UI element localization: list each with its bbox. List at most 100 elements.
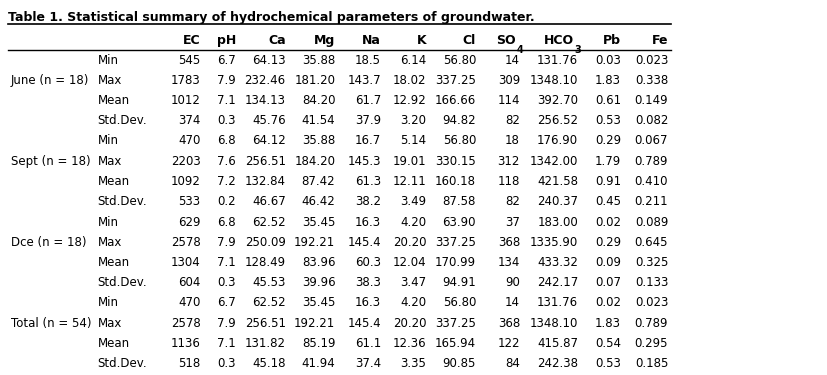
Text: 0.082: 0.082 [634,114,667,127]
Text: 1012: 1012 [170,94,200,107]
Text: EC: EC [183,34,200,47]
Text: 87.42: 87.42 [301,175,335,188]
Text: 7.9: 7.9 [217,317,236,330]
Text: 35.45: 35.45 [302,216,335,228]
Text: 3.49: 3.49 [399,195,426,208]
Text: 533: 533 [178,195,200,208]
Text: 309: 309 [497,74,519,87]
Text: 0.45: 0.45 [595,195,620,208]
Text: 0.03: 0.03 [595,54,620,66]
Text: 256.52: 256.52 [536,114,577,127]
Text: 1.83: 1.83 [595,317,620,330]
Text: 61.7: 61.7 [354,94,380,107]
Text: Mg: Mg [313,34,335,47]
Text: 16.3: 16.3 [354,297,380,309]
Text: 1.83: 1.83 [595,74,620,87]
Text: 3.47: 3.47 [399,276,426,289]
Text: 170.99: 170.99 [434,256,476,269]
Text: 37: 37 [504,216,519,228]
Text: 35.88: 35.88 [302,54,335,66]
Text: 0.91: 0.91 [594,175,620,188]
Text: 122: 122 [497,337,519,350]
Text: 1348.10: 1348.10 [529,74,577,87]
Text: 18.02: 18.02 [393,74,426,87]
Text: 45.76: 45.76 [251,114,285,127]
Text: 2203: 2203 [170,155,200,168]
Text: Mean: Mean [98,337,130,350]
Text: 16.7: 16.7 [354,135,380,147]
Text: 0.023: 0.023 [634,297,667,309]
Text: 94.82: 94.82 [442,114,476,127]
Text: 0.089: 0.089 [634,216,667,228]
Text: 0.3: 0.3 [218,114,236,127]
Text: 94.91: 94.91 [442,276,476,289]
Text: 45.53: 45.53 [252,276,285,289]
Text: 41.54: 41.54 [301,114,335,127]
Text: 0.3: 0.3 [218,276,236,289]
Text: 35.88: 35.88 [302,135,335,147]
Text: 87.58: 87.58 [442,195,476,208]
Text: 0.2: 0.2 [218,195,236,208]
Text: 1342.00: 1342.00 [529,155,577,168]
Text: 62.52: 62.52 [251,216,285,228]
Text: 176.90: 176.90 [536,135,577,147]
Text: 3.20: 3.20 [400,114,426,127]
Text: 0.185: 0.185 [634,357,667,370]
Text: 38.2: 38.2 [355,195,380,208]
Text: 128.49: 128.49 [244,256,285,269]
Text: 56.80: 56.80 [442,135,476,147]
Text: 160.18: 160.18 [434,175,476,188]
Text: 3: 3 [574,45,581,55]
Text: 545: 545 [178,54,200,66]
Text: 0.338: 0.338 [634,74,667,87]
Text: 7.1: 7.1 [217,256,236,269]
Text: 184.20: 184.20 [294,155,335,168]
Text: 433.32: 433.32 [537,256,577,269]
Text: 12.36: 12.36 [392,337,426,350]
Text: 0.645: 0.645 [634,236,667,249]
Text: HCO: HCO [543,34,573,47]
Text: 0.02: 0.02 [595,216,620,228]
Text: 337.25: 337.25 [435,74,476,87]
Text: 118: 118 [497,175,519,188]
Text: 7.1: 7.1 [217,337,236,350]
Text: Total (n = 54): Total (n = 54) [11,317,91,330]
Text: 256.51: 256.51 [244,155,285,168]
Text: 46.42: 46.42 [301,195,335,208]
Text: 1092: 1092 [170,175,200,188]
Text: 39.96: 39.96 [301,276,335,289]
Text: 90: 90 [504,276,519,289]
Text: 1335.90: 1335.90 [529,236,577,249]
Text: 0.53: 0.53 [595,357,620,370]
Text: 470: 470 [178,297,200,309]
Text: 84.20: 84.20 [302,94,335,107]
Text: 6.8: 6.8 [218,216,236,228]
Text: Table 1. Statistical summary of hydrochemical parameters of groundwater.: Table 1. Statistical summary of hydroche… [8,11,534,24]
Text: 6.14: 6.14 [399,54,426,66]
Text: Min: Min [98,216,118,228]
Text: 41.94: 41.94 [301,357,335,370]
Text: 56.80: 56.80 [442,54,476,66]
Text: 0.149: 0.149 [633,94,667,107]
Text: 0.325: 0.325 [634,256,667,269]
Text: 604: 604 [178,276,200,289]
Text: 1783: 1783 [170,74,200,87]
Text: 12.04: 12.04 [392,256,426,269]
Text: 45.18: 45.18 [252,357,285,370]
Text: 232.46: 232.46 [244,74,285,87]
Text: 1304: 1304 [170,256,200,269]
Text: 7.9: 7.9 [217,236,236,249]
Text: Ca: Ca [268,34,285,47]
Text: 18.5: 18.5 [355,54,380,66]
Text: 46.67: 46.67 [251,195,285,208]
Text: 0.789: 0.789 [634,317,667,330]
Text: 145.4: 145.4 [347,317,380,330]
Text: 0.53: 0.53 [595,114,620,127]
Text: Min: Min [98,297,118,309]
Text: Min: Min [98,135,118,147]
Text: 242.17: 242.17 [536,276,577,289]
Text: 12.92: 12.92 [392,94,426,107]
Text: 0.789: 0.789 [634,155,667,168]
Text: Std.Dev.: Std.Dev. [98,114,147,127]
Text: 114: 114 [497,94,519,107]
